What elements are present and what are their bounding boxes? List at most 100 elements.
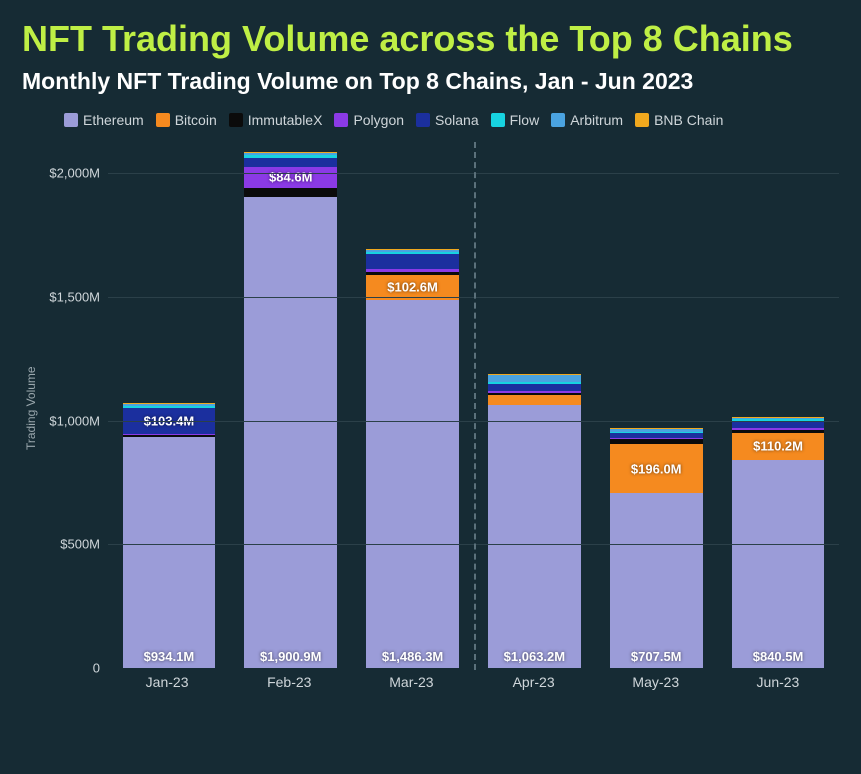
- bar-column: $707.5M $196.0M: [595, 148, 717, 668]
- bar-segment: $196.0M: [610, 444, 703, 493]
- bar-segment: [488, 384, 581, 390]
- bar-column: $1,486.3M $102.6M: [352, 148, 474, 668]
- bar-stack: $1,900.9M $84.6M: [244, 152, 337, 669]
- bar-stack: $707.5M $196.0M: [610, 428, 703, 668]
- bar-value-label: $196.0M: [631, 461, 682, 476]
- legend-item: BNB Chain: [635, 112, 723, 128]
- bar-segment: $84.6M: [244, 167, 337, 188]
- legend-label: ImmutableX: [248, 112, 323, 128]
- bar-segment: [366, 252, 459, 254]
- bar-stack: $934.1M$103.4M: [123, 403, 216, 668]
- bar-segment: [244, 153, 337, 155]
- x-tick-label: May-23: [595, 674, 717, 690]
- bar-segment: [732, 421, 825, 428]
- bar-value-label: $110.2M: [753, 439, 803, 454]
- x-tick-label: Feb-23: [228, 674, 350, 690]
- bar-segment: [610, 433, 703, 437]
- y-tick-label: $1,000M: [49, 413, 100, 428]
- bar-value-label: $934.1M: [144, 649, 195, 664]
- bar-segment: [244, 155, 337, 158]
- bar-segment: [488, 395, 581, 405]
- bar-segment: [366, 250, 459, 252]
- bar-segment: $840.5M: [732, 460, 825, 668]
- legend-label: Flow: [510, 112, 540, 128]
- legend-swatch: [551, 113, 565, 127]
- bar-segment: [123, 435, 216, 437]
- bar-segment: $707.5M: [610, 493, 703, 668]
- y-tick-label: $2,000M: [49, 165, 100, 180]
- y-axis: 0$500M$1,000M$1,500M$2,000M: [40, 148, 108, 668]
- y-tick-label: $1,500M: [49, 289, 100, 304]
- bar-segment: [366, 254, 459, 269]
- plot-area: $934.1M$103.4M$1,900.9M$84.6M$1,486.3M$1…: [108, 148, 839, 668]
- bar-stack: $1,486.3M $102.6M: [366, 249, 459, 668]
- legend-label: Arbitrum: [570, 112, 623, 128]
- legend-swatch: [491, 113, 505, 127]
- bar-segment: [488, 393, 581, 395]
- bar-segment: [366, 249, 459, 250]
- bar-segment: [732, 417, 825, 419]
- bar-segment: [488, 391, 581, 393]
- chart-subtitle: Monthly NFT Trading Volume on Top 8 Chai…: [22, 67, 839, 96]
- legend-swatch: [416, 113, 430, 127]
- bar-segment: [610, 428, 703, 429]
- bar-segment: [488, 375, 581, 382]
- legend-swatch: [64, 113, 78, 127]
- bar-segment: [610, 438, 703, 440]
- legend-item: Polygon: [334, 112, 404, 128]
- legend-item: Solana: [416, 112, 479, 128]
- bar-column: $1,063.2M: [473, 148, 595, 668]
- bar-segment: [366, 269, 459, 271]
- x-axis: Jan-23Feb-23Mar-23Apr-23May-23Jun-23: [106, 674, 839, 690]
- legend-item: Bitcoin: [156, 112, 217, 128]
- bar-segment: [366, 272, 459, 275]
- bar-segment: [123, 404, 216, 405]
- bar-column: $1,900.9M $84.6M: [230, 148, 352, 668]
- legend-swatch: [635, 113, 649, 127]
- x-tick-label: Jan-23: [106, 674, 228, 690]
- bar-segment: $1,063.2M: [488, 405, 581, 668]
- bar-value-label: $1,900.9M: [260, 649, 321, 664]
- legend-item: Ethereum: [64, 112, 144, 128]
- bar-segment: [732, 430, 825, 433]
- y-axis-label: Trading Volume: [22, 148, 40, 668]
- chart-title: NFT Trading Volume across the Top 8 Chai…: [22, 18, 839, 59]
- bar-segment: [123, 406, 216, 408]
- legend-item: Flow: [491, 112, 540, 128]
- bar-segment: [123, 403, 216, 404]
- bar-segment: [732, 428, 825, 429]
- bar-column: $934.1M$103.4M: [108, 148, 230, 668]
- legend-label: Ethereum: [83, 112, 144, 128]
- bar-value-label: $707.5M: [631, 649, 682, 664]
- bar-segment: [610, 429, 703, 431]
- x-tick-label: Mar-23: [350, 674, 472, 690]
- y-tick-label: $500M: [60, 537, 100, 552]
- bar-value-label: $1,486.3M: [382, 649, 443, 664]
- bar-value-label: $84.6M: [269, 170, 312, 185]
- bar-segment: [244, 188, 337, 198]
- legend-label: Solana: [435, 112, 479, 128]
- legend-item: ImmutableX: [229, 112, 323, 128]
- bar-segment: [610, 432, 703, 433]
- bar-segment: $1,486.3M: [366, 300, 459, 668]
- bar-segment: [488, 382, 581, 384]
- legend-swatch: [334, 113, 348, 127]
- bar-value-label: $102.6M: [387, 280, 438, 295]
- legend-label: Polygon: [353, 112, 404, 128]
- x-tick-label: Apr-23: [473, 674, 595, 690]
- bar-value-label: $840.5M: [753, 649, 804, 664]
- bar-column: $840.5M $110.2M: [717, 148, 839, 668]
- bar-segment: [488, 374, 581, 375]
- bar-segment: $934.1M: [123, 437, 216, 668]
- bar-stack: $840.5M $110.2M: [732, 417, 825, 668]
- legend-swatch: [229, 113, 243, 127]
- legend-item: Arbitrum: [551, 112, 623, 128]
- bar-segment: [244, 158, 337, 167]
- bar-segment: [732, 417, 825, 418]
- bar-segment: [123, 434, 216, 435]
- bar-segment: [244, 152, 337, 153]
- y-tick-label: 0: [93, 661, 100, 676]
- period-divider: [474, 142, 476, 670]
- legend-swatch: [156, 113, 170, 127]
- legend: Ethereum Bitcoin ImmutableX Polygon Solana Fl…: [22, 112, 839, 128]
